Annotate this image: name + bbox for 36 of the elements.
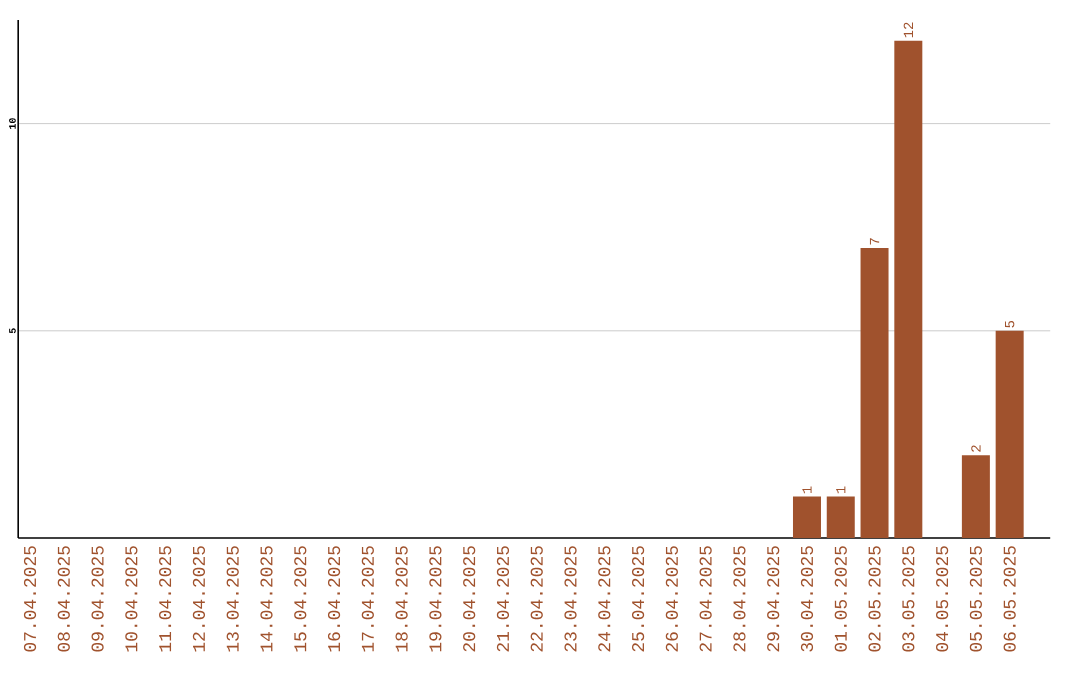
x-tick-label: 12.04.2025 — [192, 546, 206, 652]
x-tick-label: 26.04.2025 — [665, 546, 678, 652]
x-tick-label: 22.04.2025 — [530, 546, 543, 652]
x-tick-label: 11.04.2025 — [159, 546, 172, 652]
bar — [860, 247, 889, 539]
x-tick-label: 15.04.2025 — [294, 546, 307, 652]
x-tick-label: 06.05.2025 — [1003, 546, 1016, 652]
x-tick-label: 18.04.2025 — [395, 546, 408, 652]
x-tick-label: 28.04.2025 — [733, 546, 746, 652]
x-tick-label: 14.04.2025 — [260, 546, 273, 652]
x-tick-label: 05.05.2025 — [969, 546, 982, 652]
x-tick-label: 08.04.2025 — [57, 546, 70, 652]
x-tick-label: 27.04.2025 — [699, 546, 712, 652]
x-tick-label: 16.04.2025 — [327, 546, 341, 652]
x-tick-label: 20.04.2025 — [463, 546, 476, 652]
x-tick-label: 03.05.2025 — [902, 546, 915, 652]
bar — [792, 496, 821, 539]
x-tick-label: 07.04.2025 — [23, 546, 37, 652]
x-tick-label: 29.04.2025 — [767, 546, 780, 652]
x-tick-label: 02.05.2025 — [868, 546, 881, 652]
x-tick-label: 04.05.2025 — [936, 546, 949, 652]
x-tick-label: 01.05.2025 — [834, 546, 847, 652]
x-tick-label: 30.04.2025 — [800, 546, 814, 652]
x-tick-label: 19.04.2025 — [429, 546, 442, 652]
x-tick-label: 09.04.2025 — [91, 546, 104, 652]
x-tick-label: 24.04.2025 — [598, 546, 611, 652]
bar — [826, 496, 855, 539]
x-tick-label: 10.04.2025 — [125, 546, 138, 652]
x-tick-label: 13.04.2025 — [226, 546, 239, 652]
x-tick-label: 21.04.2025 — [496, 546, 510, 652]
bar — [894, 40, 923, 539]
bar — [995, 330, 1024, 539]
bar — [961, 455, 990, 539]
x-tick-label: 17.04.2025 — [361, 546, 374, 652]
x-tick-label: 23.04.2025 — [564, 546, 577, 652]
x-tick-label: 25.04.2025 — [631, 546, 645, 652]
